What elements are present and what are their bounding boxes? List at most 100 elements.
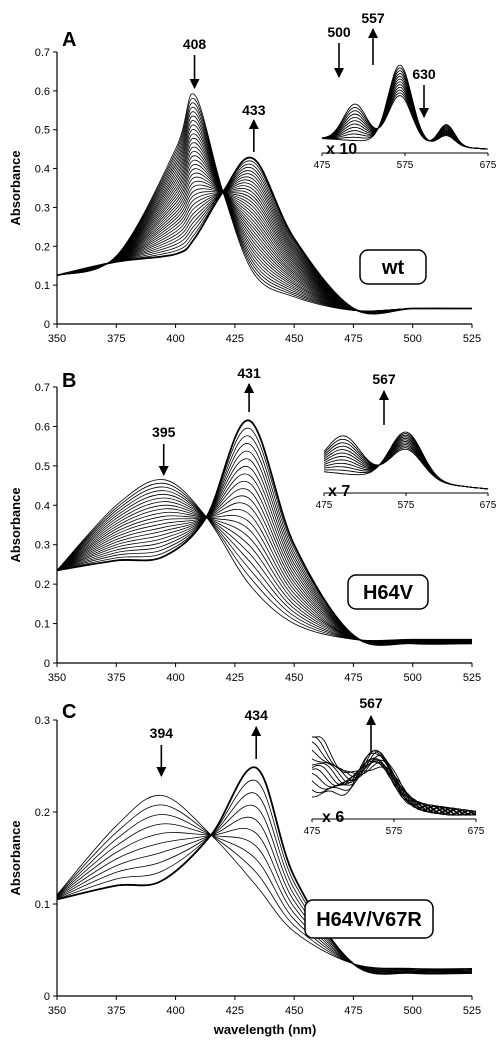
inset-peak-arrow-head — [368, 28, 378, 38]
y-tick-label: 0 — [44, 319, 50, 331]
y-axis-label: Absorbance — [8, 150, 23, 225]
y-tick-label: 0.3 — [35, 715, 50, 727]
inset-x-tick-label: 475 — [316, 500, 333, 511]
sample-label: wt — [381, 257, 405, 279]
sample-label-box — [359, 249, 427, 285]
spectrum-line — [56, 766, 473, 975]
y-axis-label: Absorbance — [8, 820, 23, 895]
y-tick-label: 0.2 — [35, 241, 50, 253]
spectrum-line — [56, 804, 473, 970]
x-tick-label: 525 — [463, 672, 481, 684]
inset-peak-label: 630 — [412, 66, 436, 82]
peak-arrow-head — [251, 726, 262, 736]
x-tick-label: 475 — [344, 333, 362, 345]
inset-x-tick-label: 675 — [468, 826, 485, 837]
peak-label: 431 — [237, 365, 261, 381]
spectra-group — [56, 766, 473, 975]
x-tick-label: 450 — [285, 333, 303, 345]
x-tick-label: 375 — [107, 1005, 125, 1017]
peak-label: 408 — [183, 36, 207, 52]
x-tick-label: 350 — [48, 672, 66, 684]
y-tick-label: 0.3 — [35, 540, 50, 552]
y-tick-label: 0.1 — [35, 280, 50, 292]
inset-peak-label: 500 — [327, 24, 351, 40]
x-tick-label: 475 — [344, 1005, 362, 1017]
x-tick-label: 525 — [463, 333, 481, 345]
panel-letter: B — [62, 370, 76, 392]
panel-letter: A — [62, 29, 76, 51]
spectra-group — [56, 93, 473, 315]
x-axis-label: wavelength (nm) — [213, 1022, 317, 1037]
y-tick-label: 0.5 — [35, 125, 50, 137]
inset-spectrum-line — [311, 749, 477, 816]
y-tick-label: 0.4 — [35, 164, 50, 176]
peak-arrow-head — [248, 119, 259, 129]
peak-arrow-head — [156, 767, 167, 777]
y-tick-label: 0 — [44, 991, 50, 1003]
x-tick-label: 525 — [463, 1005, 481, 1017]
y-axis-label: Absorbance — [8, 487, 23, 562]
inset-x-tick-label: 575 — [397, 160, 414, 171]
peak-arrow-head — [189, 79, 200, 89]
panel-letter: C — [62, 701, 76, 723]
spectrum-line — [56, 792, 473, 973]
spectrum-line — [56, 804, 473, 973]
chart-panel-a: 0 0.1 0.2 0.3 0.4 0.5 0.6 0.7 350 375 400 425 450 475… — [8, 10, 496, 345]
y-tick-label: 0.1 — [35, 619, 50, 631]
inset-x-tick-label: 675 — [480, 160, 496, 171]
inset-x-tick-label: 575 — [398, 500, 415, 511]
chart-panel-c: 0 0.1 0.2 0.3 350 375 400 425 450 475 500 525 Absorb… — [8, 695, 485, 1017]
inset-spectrum-line — [311, 749, 477, 816]
inset-multiplier: x 10 — [326, 141, 357, 158]
spectrum-line — [56, 823, 473, 971]
y-tick-label: 0.7 — [35, 382, 50, 394]
inset-x-tick-label: 475 — [304, 826, 321, 837]
peak-label: 434 — [245, 707, 269, 723]
inset-x-tick-label: 575 — [386, 826, 403, 837]
x-tick-label: 375 — [107, 672, 125, 684]
x-tick-label: 375 — [107, 333, 125, 345]
inset-peak-arrow-head — [419, 108, 429, 118]
peak-label: 394 — [150, 725, 174, 741]
sample-label: H64V/V67R — [316, 909, 422, 931]
x-tick-label: 400 — [166, 333, 184, 345]
spectrum-line — [56, 814, 473, 971]
inset-x-tick-label: 475 — [314, 160, 331, 171]
y-tick-label: 0.3 — [35, 202, 50, 214]
peak-arrow-head — [244, 383, 255, 393]
x-tick-label: 350 — [48, 1005, 66, 1017]
x-tick-label: 400 — [166, 1005, 184, 1017]
inset-spectrum-line — [323, 431, 489, 490]
inset-spectrum-line — [321, 64, 489, 150]
inset-peak-label: 567 — [372, 371, 396, 387]
sample-label-box — [347, 574, 429, 610]
x-tick-label: 425 — [226, 1005, 244, 1017]
sample-label-box — [304, 899, 434, 939]
spectra-group — [56, 419, 473, 646]
y-tick-label: 0.7 — [35, 47, 50, 59]
y-tick-label: 0.2 — [35, 579, 50, 591]
inset-x-tick-label: 675 — [480, 500, 496, 511]
inset-peak-arrow-head — [366, 715, 376, 725]
spectrum-line — [56, 794, 473, 970]
sample-label: H64V — [363, 582, 414, 604]
x-tick-label: 500 — [404, 333, 422, 345]
inset-multiplier: x 6 — [322, 809, 344, 826]
y-tick-label: 0.6 — [35, 421, 50, 433]
inset-chart: 475 575 675 x 7 567 — [316, 371, 496, 511]
inset-peak-arrow-head — [334, 68, 344, 78]
x-tick-label: 350 — [48, 333, 66, 345]
x-tick-label: 450 — [285, 672, 303, 684]
inset-spectrum-line — [311, 750, 477, 816]
chart-panel-b: 0 0.1 0.2 0.3 0.4 0.5 0.6 0.7 350 375 400 425 450 475… — [8, 365, 496, 684]
y-tick-label: 0.4 — [35, 500, 50, 512]
y-tick-label: 0.5 — [35, 461, 50, 473]
y-tick-label: 0.2 — [35, 807, 50, 819]
y-tick-label: 0.6 — [35, 86, 50, 98]
inset-spectrum-line — [311, 752, 477, 816]
x-tick-label: 400 — [166, 672, 184, 684]
x-tick-label: 500 — [404, 1005, 422, 1017]
x-tick-label: 450 — [285, 1005, 303, 1017]
y-tick-label: 0 — [44, 658, 50, 670]
